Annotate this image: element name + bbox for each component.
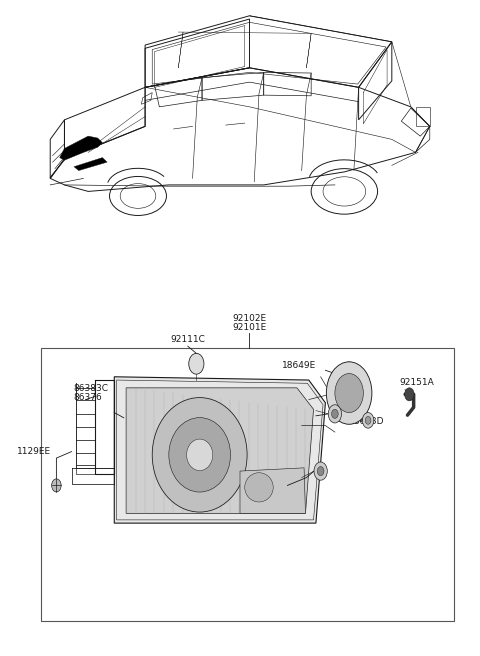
Polygon shape xyxy=(114,377,325,523)
Text: 92102E: 92102E xyxy=(232,314,266,323)
Circle shape xyxy=(328,405,342,423)
Text: 86383C: 86383C xyxy=(73,384,108,393)
Bar xyxy=(41,348,454,621)
Circle shape xyxy=(326,362,372,424)
Text: 92151A: 92151A xyxy=(399,378,434,387)
Polygon shape xyxy=(60,136,102,160)
Text: 92101E: 92101E xyxy=(232,323,266,332)
Circle shape xyxy=(365,417,371,424)
Ellipse shape xyxy=(245,473,273,502)
Ellipse shape xyxy=(187,439,213,470)
Circle shape xyxy=(335,373,363,413)
Polygon shape xyxy=(240,468,305,514)
Text: 18644F: 18644F xyxy=(218,487,252,497)
Text: 18649E: 18649E xyxy=(282,361,316,369)
Circle shape xyxy=(362,413,374,428)
Circle shape xyxy=(189,354,204,374)
Text: 18644F: 18644F xyxy=(268,409,302,419)
Text: 92111C: 92111C xyxy=(170,335,205,344)
Text: 92137A: 92137A xyxy=(119,411,154,420)
Text: 1129EE: 1129EE xyxy=(17,447,51,456)
Polygon shape xyxy=(74,157,107,171)
Ellipse shape xyxy=(169,418,230,492)
Text: 86376: 86376 xyxy=(73,393,102,402)
Circle shape xyxy=(314,462,327,480)
Circle shape xyxy=(52,479,61,492)
Ellipse shape xyxy=(152,398,247,512)
Circle shape xyxy=(317,466,324,476)
Circle shape xyxy=(405,388,414,401)
Text: 18643D: 18643D xyxy=(349,417,384,426)
Circle shape xyxy=(332,409,338,419)
Polygon shape xyxy=(126,388,313,514)
